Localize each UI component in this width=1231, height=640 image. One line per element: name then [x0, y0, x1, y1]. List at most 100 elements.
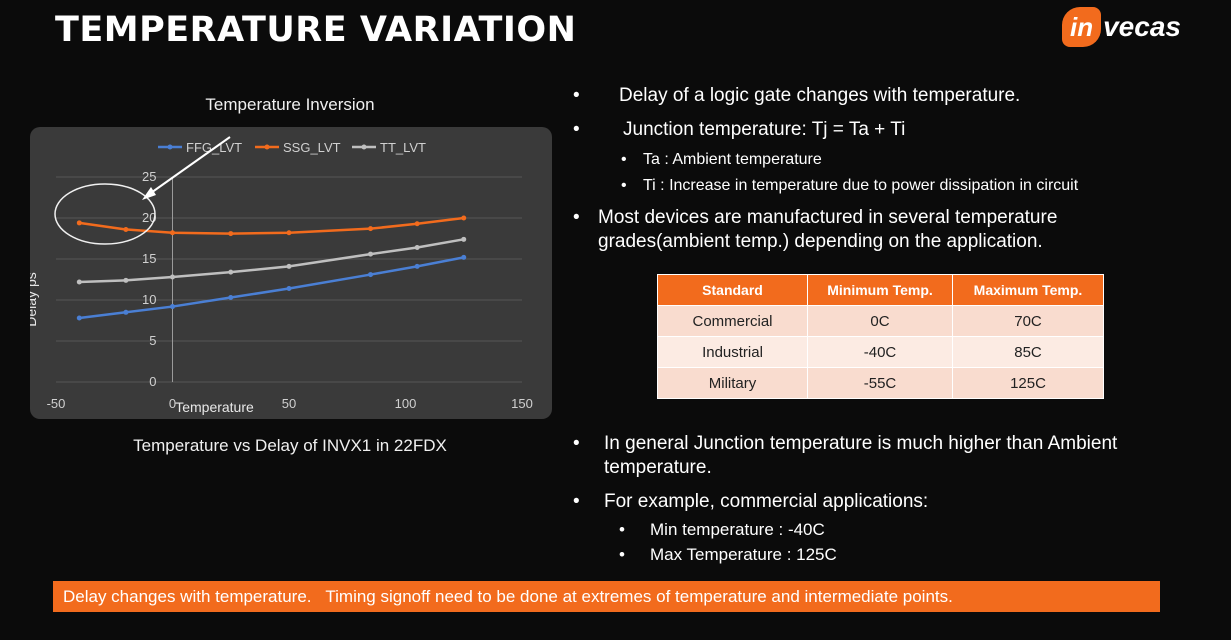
bullet-text: In general Junction temperature is much … [604, 433, 1118, 454]
data-point [123, 277, 129, 283]
data-point [286, 230, 292, 236]
bullet-dot: • [621, 151, 627, 168]
bullet-text: Delay of a logic gate changes with tempe… [619, 85, 1021, 106]
data-point [170, 230, 175, 236]
data-point [170, 274, 175, 280]
bullet-commercial-example: • For example, commercial applications: [573, 490, 928, 514]
bullet-text: Junction temperature: Tj = Ta + Ti [623, 119, 906, 140]
data-point [123, 226, 129, 232]
table-header: Minimum Temp. [807, 274, 953, 306]
legend-marker [167, 144, 173, 150]
y-tick-label: 0 [149, 374, 156, 389]
table-header: Maximum Temp. [952, 274, 1104, 306]
data-point [461, 254, 467, 260]
y-tick-label: 10 [142, 292, 156, 307]
data-point [170, 304, 175, 310]
data-point [414, 263, 420, 269]
table-cell: Military [657, 367, 808, 399]
bullet-junction-temperature: • Junction temperature: Tj = Ta + Ti [573, 118, 905, 142]
inversion-highlight-ellipse [54, 183, 156, 245]
table-cell: -40C [807, 336, 953, 368]
chart-panel: 0 5 10 15 20 25 -50 0 50 100 150 Temperature Delay p… [30, 127, 552, 419]
bullet-dot: • [573, 85, 580, 106]
annotation-arrowhead [142, 187, 156, 200]
chart-caption: Temperature vs Delay of INVX1 in 22FDX [133, 436, 447, 455]
table-cell: 125C [952, 367, 1104, 399]
series-line [79, 216, 464, 235]
invecas-logo: in vecas [1062, 4, 1181, 50]
table-cell: Industrial [657, 336, 808, 368]
data-point [228, 295, 234, 301]
sub-bullet-min-temp: • Min temperature : -40C [619, 518, 825, 542]
bullet-text: Min temperature : -40C [650, 520, 825, 539]
x-tick-label: 0 [169, 396, 176, 411]
table-row: Industrial -40C 85C [657, 336, 1104, 368]
temperature-grades-table: Standard Minimum Temp. Maximum Temp. Com… [657, 274, 1104, 399]
bullet-dot: • [573, 119, 580, 140]
bullet-delay-changes: • Delay of a logic gate changes with tem… [573, 84, 1020, 108]
y-tick-label: 15 [142, 251, 156, 266]
logo-badge: in [1062, 7, 1102, 47]
bullet-temperature-grades: • Most devices are manufactured in sever… [573, 206, 1057, 254]
data-point [461, 236, 467, 242]
bullet-dot: • [573, 491, 580, 512]
sub-bullet-ti: • Ti : Increase in temperature due to po… [621, 174, 1078, 198]
series-line [79, 256, 464, 320]
series-line [79, 238, 464, 284]
x-tick-label: 50 [282, 396, 296, 411]
legend-label: SSG_LVT [283, 140, 341, 155]
bullet-text: temperature. [604, 457, 712, 478]
data-point [228, 231, 234, 237]
bullet-dot: • [573, 433, 580, 454]
sub-bullet-ta: • Ta : Ambient temperature [621, 148, 822, 172]
legend-label: TT_LVT [380, 140, 426, 155]
x-tick-label: -50 [47, 396, 66, 411]
data-point [228, 269, 234, 275]
data-point [76, 315, 82, 321]
takeaway-banner: Delay changes with temperature. Timing s… [53, 581, 1160, 612]
x-axis-label: Temperature [175, 399, 254, 415]
chart-title: Temperature Inversion [205, 95, 375, 114]
data-point [76, 279, 82, 285]
bullet-dot: • [619, 520, 625, 539]
annotation-arrow [147, 136, 231, 196]
y-tick-label: 5 [149, 333, 156, 348]
data-point [286, 263, 292, 269]
bullet-dot: • [621, 177, 627, 194]
data-point [123, 309, 129, 315]
table-cell: 70C [952, 305, 1104, 337]
logo-wordmark: vecas [1103, 11, 1181, 42]
data-point [368, 272, 374, 278]
data-point [76, 220, 82, 226]
bullet-text: Ta : Ambient temperature [643, 151, 822, 168]
data-point [414, 221, 420, 227]
data-point [414, 245, 420, 251]
y-axis-label: Delay ps [30, 272, 39, 326]
table-header-row: Standard Minimum Temp. Maximum Temp. [657, 274, 1104, 306]
bullet-text: Ti : Increase in temperature due to powe… [643, 177, 1079, 194]
data-point [368, 251, 374, 257]
x-tick-label: 100 [395, 396, 417, 411]
data-point [286, 286, 292, 292]
bullet-dot: • [619, 545, 625, 564]
data-point [368, 226, 374, 232]
table-row: Commercial 0C 70C [657, 305, 1104, 337]
x-tick-label: 150 [511, 396, 533, 411]
bullet-text: Most devices are manufactured in several… [598, 207, 1058, 228]
table-cell: 0C [807, 305, 953, 337]
legend-marker [264, 144, 270, 150]
table-row: Military -55C 125C [657, 367, 1104, 399]
bullet-junction-vs-ambient: • In general Junction temperature is muc… [573, 432, 1117, 480]
table-cell: -55C [807, 367, 953, 399]
table-header: Standard [657, 274, 808, 306]
bullet-text: For example, commercial applications: [604, 491, 929, 512]
bullet-text: Max Temperature : 125C [650, 545, 837, 564]
bullet-text: grades(ambient temp.) depending on the a… [598, 231, 1043, 252]
bullet-dot: • [573, 207, 580, 228]
data-point [461, 215, 467, 221]
table-cell: Commercial [657, 305, 808, 337]
slide-title: TEMPERATURE VARIATION [55, 10, 577, 50]
y-tick-label: 25 [142, 169, 156, 184]
legend-marker [361, 144, 367, 150]
